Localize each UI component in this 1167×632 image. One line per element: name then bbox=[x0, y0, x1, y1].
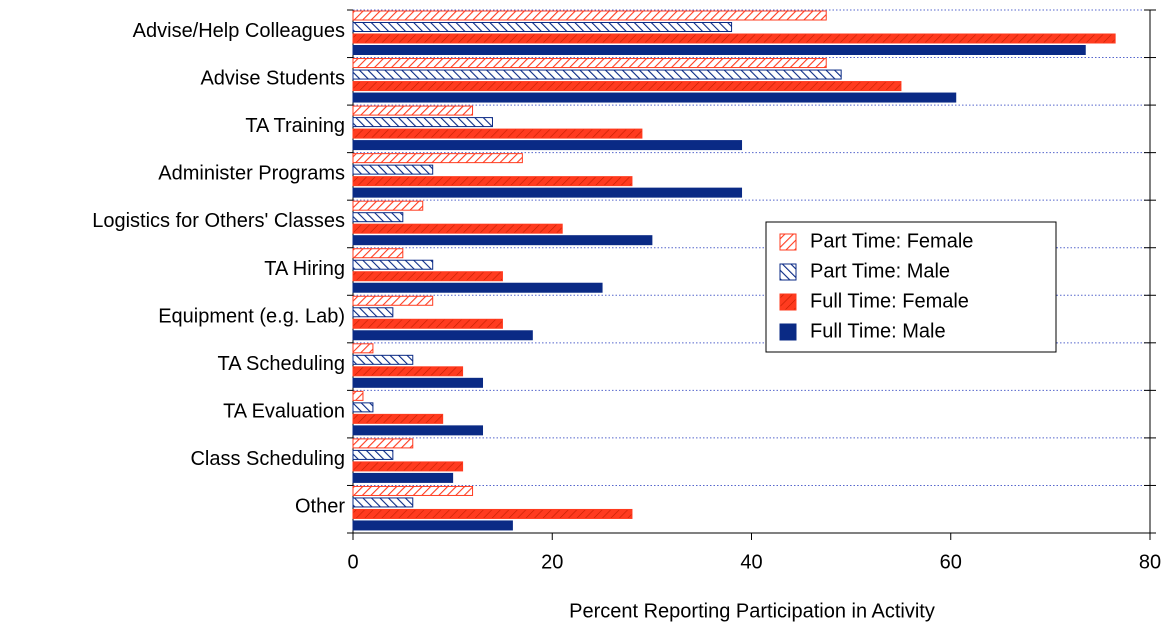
bar bbox=[352, 164, 434, 175]
bar bbox=[352, 69, 842, 80]
x-tick-label: 40 bbox=[740, 551, 762, 573]
y-tick-label: Administer Programs bbox=[158, 163, 345, 185]
bar bbox=[352, 223, 563, 234]
bar bbox=[352, 295, 434, 306]
bar bbox=[352, 187, 743, 198]
y-tick-label: Class Scheduling bbox=[190, 448, 345, 470]
bar bbox=[352, 318, 503, 329]
bar bbox=[352, 377, 484, 388]
bar bbox=[352, 33, 1116, 44]
bar bbox=[352, 282, 603, 293]
legend-box bbox=[765, 221, 1057, 353]
x-tick-label: 80 bbox=[1139, 551, 1161, 573]
bar bbox=[352, 259, 434, 270]
bar bbox=[352, 520, 513, 531]
bar bbox=[352, 105, 474, 116]
legend-swatch bbox=[779, 233, 797, 251]
bar bbox=[352, 449, 394, 460]
bar bbox=[352, 425, 484, 436]
bar bbox=[352, 212, 404, 223]
legend-swatch bbox=[779, 263, 797, 281]
x-tick-label: 20 bbox=[541, 551, 563, 573]
bar bbox=[352, 438, 414, 449]
bar bbox=[352, 413, 444, 424]
bar bbox=[352, 81, 902, 92]
y-tick-label: TA Training bbox=[245, 115, 345, 137]
y-tick-label: Advise Students bbox=[200, 68, 345, 90]
bar bbox=[352, 200, 424, 211]
legend-label: Full Time: Female bbox=[810, 290, 969, 312]
legend-label: Full Time: Male bbox=[810, 320, 946, 342]
bar bbox=[352, 485, 474, 496]
y-tick-label: TA Scheduling bbox=[218, 353, 346, 375]
y-tick-label: Other bbox=[295, 496, 345, 518]
bar bbox=[352, 366, 464, 377]
x-tick-label: 60 bbox=[940, 551, 962, 573]
bar bbox=[352, 22, 733, 32]
legend-swatch bbox=[779, 293, 797, 311]
x-tick-label: 0 bbox=[347, 551, 358, 573]
bar bbox=[352, 176, 633, 187]
bar bbox=[352, 271, 503, 282]
y-tick-label: Equipment (e.g. Lab) bbox=[158, 305, 345, 327]
bar bbox=[352, 402, 374, 413]
bar bbox=[352, 307, 394, 318]
bar bbox=[352, 390, 364, 401]
bar bbox=[352, 508, 633, 519]
x-axis-label: Percent Reporting Participation in Activ… bbox=[569, 600, 935, 622]
y-tick-label: TA Hiring bbox=[264, 258, 345, 280]
legend: Part Time: Female Part Time: Male Full Tim… bbox=[765, 221, 1057, 353]
bar bbox=[352, 461, 464, 472]
legend-swatch bbox=[779, 323, 797, 341]
bar bbox=[352, 45, 1086, 55]
bar bbox=[352, 354, 414, 365]
bar bbox=[352, 10, 827, 21]
bar bbox=[352, 248, 404, 259]
bar bbox=[352, 153, 523, 164]
legend-label: Part Time: Female bbox=[810, 230, 973, 252]
bar bbox=[352, 58, 827, 69]
y-tick-label: TA Evaluation bbox=[223, 400, 345, 422]
y-tick-label: Logistics for Others' Classes bbox=[92, 210, 345, 232]
bar bbox=[352, 117, 493, 128]
bar bbox=[352, 497, 414, 508]
bar bbox=[352, 128, 643, 139]
bar bbox=[352, 330, 533, 341]
bar bbox=[352, 235, 653, 246]
y-tick-label: Advise/Help Colleagues bbox=[133, 20, 345, 42]
legend-label: Part Time: Male bbox=[810, 260, 950, 282]
bar bbox=[352, 343, 374, 354]
bar bbox=[352, 92, 957, 103]
bar bbox=[352, 472, 454, 483]
bar bbox=[352, 140, 743, 151]
